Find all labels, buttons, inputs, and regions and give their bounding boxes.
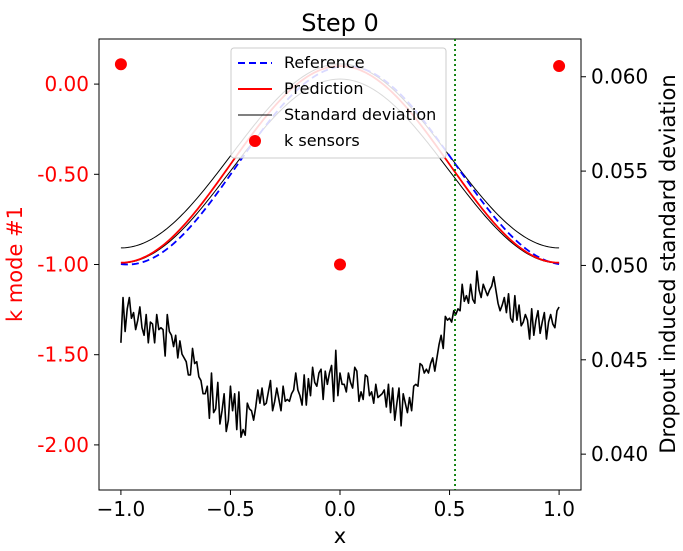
y-left-tick-label: 0.00 — [44, 72, 89, 96]
x-axis-ticks: −1.0 −0.5 0.0 0.5 1.0 — [97, 490, 575, 521]
y-right-tick-label: 0.050 — [591, 253, 648, 277]
y-left-axis-ticks: 0.00 -0.50 -1.00 -1.50 -2.00 — [37, 72, 99, 457]
legend-reference-label: Reference — [284, 53, 365, 72]
y-left-axis-label: k mode #1 — [3, 206, 27, 322]
y-left-tick-label: -1.00 — [37, 253, 89, 277]
x-tick-label: 0.0 — [324, 497, 356, 521]
y-left-tick-label: -1.50 — [37, 343, 89, 367]
y-left-tick-label: -0.50 — [37, 162, 89, 186]
std-series-line — [120, 270, 560, 438]
y-left-tick-label: -2.00 — [37, 433, 89, 457]
sensor-points — [114, 58, 566, 271]
y-right-tick-label: 0.060 — [591, 65, 648, 89]
legend-std-label: Standard deviation — [284, 105, 436, 124]
y-right-tick-label: 0.040 — [591, 442, 648, 466]
x-axis-label: x — [334, 524, 346, 548]
legend-sensors-swatch — [249, 135, 261, 147]
chart-title: Step 0 — [301, 9, 379, 37]
y-right-tick-label: 0.055 — [591, 159, 648, 183]
legend-box — [230, 47, 447, 159]
x-tick-label: −1.0 — [97, 497, 146, 521]
y-right-axis-ticks: 0.060 0.055 0.050 0.045 0.040 — [581, 65, 648, 466]
legend-prediction-label: Prediction — [284, 79, 363, 98]
y-right-axis-label: Dropout induced standard deviation — [656, 74, 680, 453]
legend: Reference Prediction Standard deviation … — [230, 47, 447, 159]
std-series — [120, 270, 560, 438]
x-tick-label: −0.5 — [206, 497, 255, 521]
y-right-tick-label: 0.045 — [591, 348, 648, 372]
sensor-point-1 — [334, 258, 346, 271]
legend-sensors-label: k sensors — [284, 131, 360, 150]
sensor-point-0 — [114, 58, 127, 71]
x-tick-label: 1.0 — [543, 497, 575, 521]
sensor-point-2 — [553, 60, 566, 73]
x-tick-label: 0.5 — [434, 497, 466, 521]
